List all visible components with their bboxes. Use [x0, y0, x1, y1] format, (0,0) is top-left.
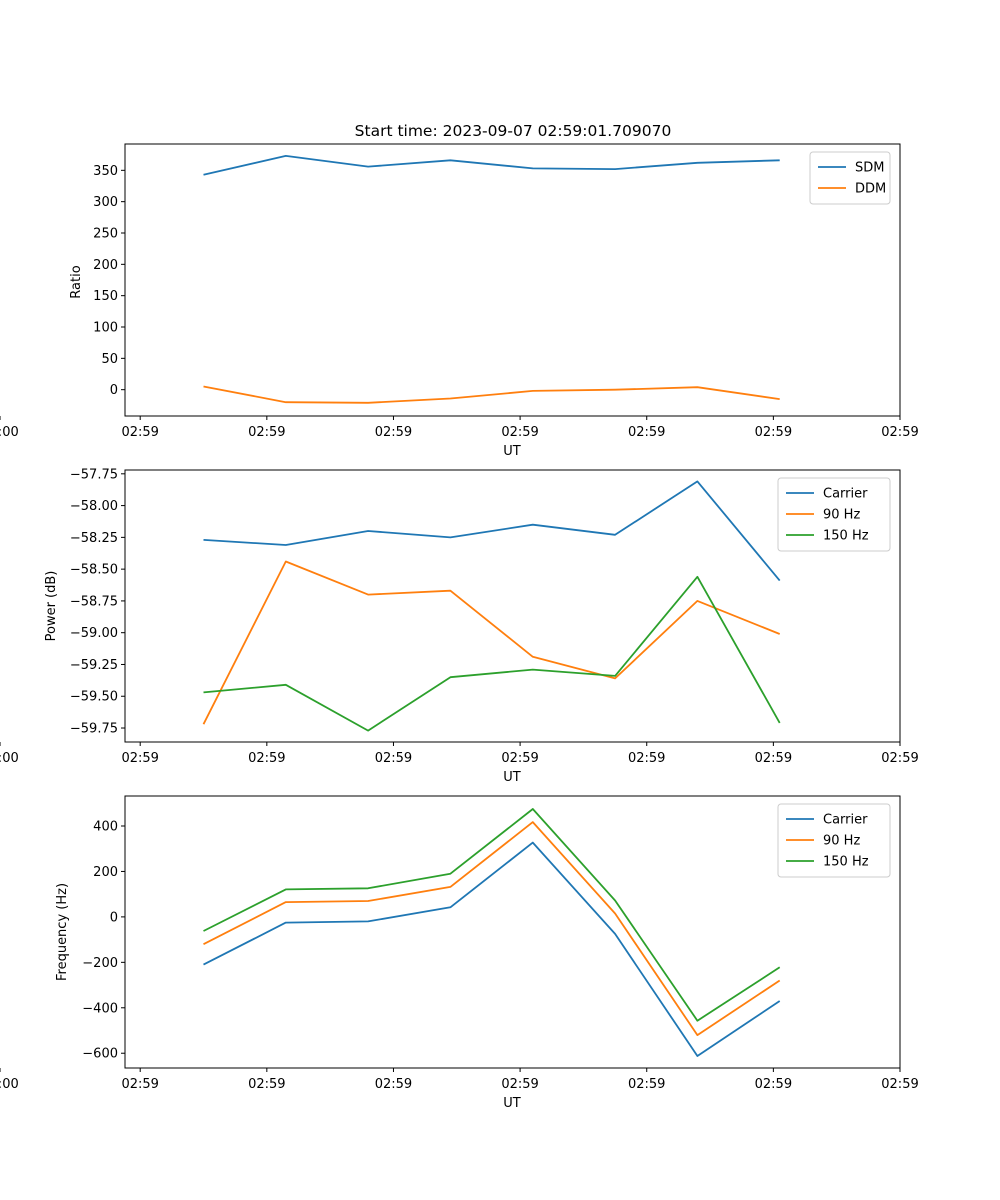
x-tick-label: 02:59: [628, 425, 665, 440]
y-tick-label: −57.75: [70, 467, 118, 482]
y-tick-label: 100: [93, 321, 118, 336]
axes-frame: [124, 143, 901, 417]
y-tick-label: 350: [93, 164, 118, 179]
y-tick-label: 300: [93, 195, 118, 210]
series-line-90-hz: [203, 821, 781, 1036]
y-tick-label: −59.75: [70, 722, 118, 737]
x-axis-label: UT: [503, 770, 521, 785]
x-tick-label: 02:59: [501, 425, 538, 440]
y-tick-label: 0: [110, 383, 118, 398]
series-line-ddm: [203, 385, 780, 404]
plot-area: [203, 808, 781, 1057]
x-tick-label: 02:59: [375, 425, 412, 440]
y-tick-label: 200: [93, 258, 118, 273]
chart-power: −59.75 −59.50 −59.25 −59.00 −58.75 −58.50 −58.…: [0, 467, 919, 785]
legend-box: [809, 151, 891, 205]
x-tick-label: 03:00: [0, 751, 19, 766]
x-axis-label: UT: [503, 1096, 521, 1111]
y-axis: −59.75 −59.50 −59.25 −59.00 −58.75 −58.50 −58.…: [70, 467, 125, 737]
x-tick-label: 02:59: [628, 751, 665, 766]
y-axis-label: Ratio: [69, 265, 84, 298]
plot-area: [202, 480, 781, 732]
x-axis: 02:59 02:59 02:59 02:59 02:59 02:59 02:59 03:00: [0, 1068, 919, 1092]
axes-frame: [124, 469, 901, 743]
y-axis: −600 −400 −200 0 200 400: [82, 819, 125, 1062]
y-tick-label: −400: [82, 1001, 118, 1016]
legend-label: SDM: [855, 161, 884, 176]
x-tick-label: 02:59: [121, 1077, 158, 1092]
y-axis-label: Power (dB): [44, 571, 59, 642]
y-tick-label: −58.75: [70, 594, 118, 609]
x-tick-label: 03:00: [0, 1077, 19, 1092]
axes-frame: [124, 795, 901, 1069]
x-tick-label: 03:00: [0, 425, 19, 440]
y-tick-label: −59.00: [70, 626, 118, 641]
x-tick-label: 02:59: [881, 1077, 918, 1092]
y-axis: 0 50 100 150 200 250 300 350: [93, 164, 125, 398]
x-axis: 02:59 02:59 02:59 02:59 02:59 02:59 02:59 03:00: [0, 416, 919, 440]
x-tick-label: 02:59: [501, 751, 538, 766]
plot-area: [203, 154, 780, 404]
y-tick-label: 200: [93, 865, 118, 880]
y-tick-label: −59.25: [70, 658, 118, 673]
series-line-150-hz: [203, 808, 781, 1022]
x-axis: 02:59 02:59 02:59 02:59 02:59 02:59 02:59 03:00: [0, 742, 919, 766]
series-line-sdm: [203, 154, 780, 176]
x-tick-label: 02:59: [248, 751, 285, 766]
legend-label: DDM: [855, 182, 886, 197]
x-axis-label: UT: [503, 444, 521, 459]
y-tick-label: −59.50: [70, 690, 118, 705]
y-tick-label: 0: [110, 910, 118, 925]
legend-label: 150 Hz: [823, 855, 869, 870]
legend: Carrier 90 Hz 150 Hz: [777, 803, 891, 878]
x-tick-label: 02:59: [755, 1077, 792, 1092]
x-tick-label: 02:59: [628, 1077, 665, 1092]
y-tick-label: 50: [101, 352, 118, 367]
x-tick-label: 02:59: [248, 425, 285, 440]
y-tick-label: −58.50: [70, 563, 118, 578]
series-line-90-hz: [202, 560, 781, 725]
x-tick-label: 02:59: [375, 1077, 412, 1092]
legend-label: Carrier: [823, 813, 868, 828]
y-axis-label: Frequency (Hz): [55, 883, 70, 981]
y-tick-label: −600: [82, 1047, 118, 1062]
x-tick-label: 02:59: [881, 751, 918, 766]
x-tick-label: 02:59: [375, 751, 412, 766]
legend-box: [777, 477, 891, 552]
y-tick-label: 250: [93, 226, 118, 241]
legend: Carrier 90 Hz 150 Hz: [777, 477, 891, 552]
legend-box: [777, 803, 891, 878]
x-tick-label: 02:59: [121, 751, 158, 766]
y-tick-label: −58.00: [70, 499, 118, 514]
x-tick-label: 02:59: [755, 425, 792, 440]
chart-title: Start time: 2023-09-07 02:59:01.709070: [355, 122, 672, 140]
y-tick-label: −58.25: [70, 531, 118, 546]
x-tick-label: 02:59: [248, 1077, 285, 1092]
y-tick-label: 150: [93, 289, 118, 304]
x-tick-label: 02:59: [501, 1077, 538, 1092]
legend: SDM DDM: [809, 151, 891, 205]
x-tick-label: 02:59: [881, 425, 918, 440]
y-tick-label: −200: [82, 956, 118, 971]
series-line-150-hz: [203, 575, 781, 732]
x-tick-label: 02:59: [755, 751, 792, 766]
legend-label: 90 Hz: [823, 834, 860, 849]
legend-label: 90 Hz: [823, 508, 860, 523]
series-line-carrier: [203, 480, 781, 582]
x-tick-label: 02:59: [121, 425, 158, 440]
legend-label: Carrier: [823, 487, 868, 502]
chart-ratio: Start time: 2023-09-07 02:59:01.709070 0…: [0, 122, 919, 459]
legend-label: 150 Hz: [823, 529, 869, 544]
y-tick-label: 400: [93, 819, 118, 834]
series-line-carrier: [203, 841, 781, 1057]
